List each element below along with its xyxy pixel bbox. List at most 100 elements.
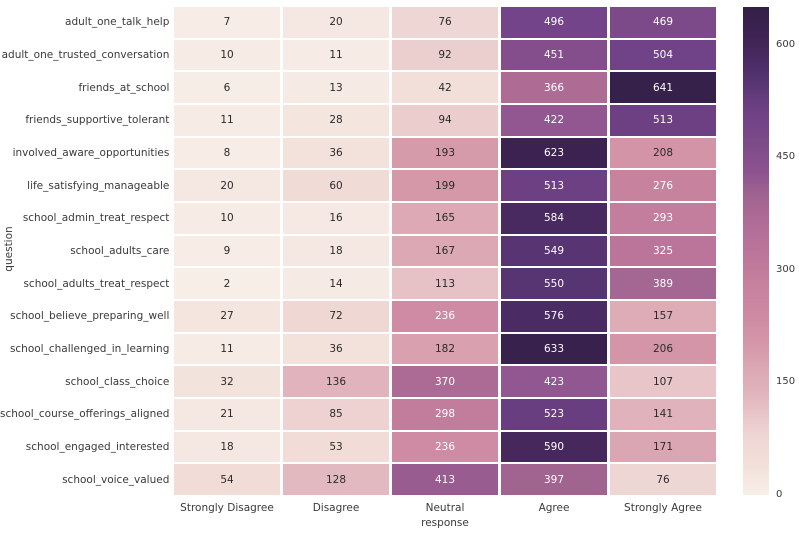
heatmap-cell: 293: [610, 202, 716, 234]
heatmap-cell: 206: [610, 333, 716, 365]
heatmap-cell: 27: [174, 300, 280, 332]
row-label: life_satisfying_manageable: [27, 179, 170, 192]
row-label: adult_one_talk_help: [65, 16, 170, 29]
heatmap-grid: 7 20 76 496 469 10 11 92 451 504 6 13 42 366 641 11 28 94…: [174, 7, 716, 495]
heatmap-cell: 76: [392, 7, 498, 38]
heatmap-cell: 182: [392, 333, 498, 365]
heatmap-cell: 584: [501, 202, 607, 234]
row-label: school_challenged_in_learning: [9, 342, 170, 355]
colorbar: [743, 7, 769, 495]
heatmap-cell: 92: [392, 39, 498, 71]
heatmap-cell: 53: [283, 431, 389, 463]
row-label: adult_one_trusted_conversation: [1, 48, 170, 61]
heatmap-cell: 422: [501, 104, 607, 136]
heatmap-cell: 94: [392, 104, 498, 136]
heatmap-cell: 165: [392, 202, 498, 234]
heatmap-cell: 496: [501, 7, 607, 38]
heatmap-cell: 60: [283, 170, 389, 201]
heatmap-cell: 21: [174, 398, 280, 430]
heatmap-cell: 10: [174, 202, 280, 234]
heatmap-cell: 10: [174, 39, 280, 71]
row-label: school_admin_treat_respect: [22, 212, 170, 225]
row-label: school_class_choice: [65, 375, 170, 388]
heatmap-cell: 523: [501, 398, 607, 430]
x-tick-label: Strongly Agree: [624, 502, 702, 514]
heatmap-cell: 36: [283, 137, 389, 169]
heatmap-cell: 136: [283, 366, 389, 397]
heatmap-cell: 298: [392, 398, 498, 430]
heatmap-cell: 469: [610, 7, 716, 38]
heatmap-cell: 20: [283, 7, 389, 38]
heatmap-cell: 413: [392, 464, 498, 495]
heatmap-cell: 193: [392, 137, 498, 169]
heatmap-cell: 54: [174, 464, 280, 495]
heatmap-cell: 11: [174, 104, 280, 136]
heatmap-cell: 423: [501, 366, 607, 397]
heatmap-cell: 208: [610, 137, 716, 169]
heatmap-cell: 42: [392, 72, 498, 103]
colorbar-tick-label: 300: [776, 263, 796, 275]
heatmap-cell: 513: [610, 104, 716, 136]
heatmap-cell: 325: [610, 235, 716, 267]
heatmap-cell: 2: [174, 268, 280, 299]
heatmap-cell: 36: [283, 333, 389, 365]
heatmap-cell: 157: [610, 300, 716, 332]
heatmap-cell: 32: [174, 366, 280, 397]
heatmap-cell: 16: [283, 202, 389, 234]
heatmap-cell: 6: [174, 72, 280, 103]
heatmap-cell: 8: [174, 137, 280, 169]
heatmap-cell: 76: [610, 464, 716, 495]
x-tick-label: Agree: [538, 502, 570, 514]
colorbar-tick-label: 600: [776, 38, 796, 50]
x-tick-label: Neutral response: [421, 502, 469, 530]
x-tick-label: Strongly Disagree: [180, 502, 274, 514]
heatmap-cell: 576: [501, 300, 607, 332]
heatmap-cell: 370: [392, 366, 498, 397]
heatmap-cell: 107: [610, 366, 716, 397]
row-label: involved_aware_opportunities: [12, 146, 170, 159]
colorbar-tick-label: 150: [776, 376, 796, 388]
heatmap-cell: 18: [283, 235, 389, 267]
heatmap-cell: 14: [283, 268, 389, 299]
heatmap-cell: 550: [501, 268, 607, 299]
heatmap-cell: 623: [501, 137, 607, 169]
colorbar-tick-label: 0: [776, 489, 783, 500]
heatmap-cell: 236: [392, 300, 498, 332]
y-tick-labels: adult_one_talk_help adult_one_trusted_con…: [0, 7, 170, 495]
heatmap-cell: 13: [283, 72, 389, 103]
heatmap-cell: 389: [610, 268, 716, 299]
row-label: friends_supportive_tolerant: [25, 114, 170, 127]
heatmap-cell: 11: [174, 333, 280, 365]
heatmap-cell: 397: [501, 464, 607, 495]
colorbar-tick-label: 450: [776, 151, 796, 163]
heatmap-cell: 171: [610, 431, 716, 463]
heatmap-cell: 7: [174, 7, 280, 38]
heatmap-cell: 504: [610, 39, 716, 71]
row-label: school_course_offerings_aligned: [0, 408, 170, 421]
heatmap-cell: 11: [283, 39, 389, 71]
heatmap-cell: 199: [392, 170, 498, 201]
heatmap-cell: 633: [501, 333, 607, 365]
colorbar-tick-labels: 0 150 300 450 600: [776, 7, 799, 500]
heatmap-cell: 18: [174, 431, 280, 463]
x-tick-labels: Strongly Disagree Disagree Neutral respons…: [174, 501, 716, 531]
row-label: school_adults_treat_respect: [23, 277, 170, 290]
heatmap-cell: 451: [501, 39, 607, 71]
heatmap-cell: 20: [174, 170, 280, 201]
row-label: friends_at_school: [78, 81, 170, 94]
heatmap-cell: 141: [610, 398, 716, 430]
heatmap-cell: 28: [283, 104, 389, 136]
heatmap-cell: 366: [501, 72, 607, 103]
heatmap-cell: 72: [283, 300, 389, 332]
row-label: school_believe_preparing_well: [10, 310, 170, 323]
row-label: school_engaged_interested: [25, 440, 170, 453]
heatmap-cell: 167: [392, 235, 498, 267]
row-label: school_voice_valued: [62, 473, 170, 486]
row-label: school_adults_care: [70, 244, 170, 257]
heatmap-cell: 9: [174, 235, 280, 267]
heatmap-cell: 113: [392, 268, 498, 299]
heatmap-cell: 590: [501, 431, 607, 463]
heatmap-cell: 513: [501, 170, 607, 201]
heatmap-cell: 549: [501, 235, 607, 267]
